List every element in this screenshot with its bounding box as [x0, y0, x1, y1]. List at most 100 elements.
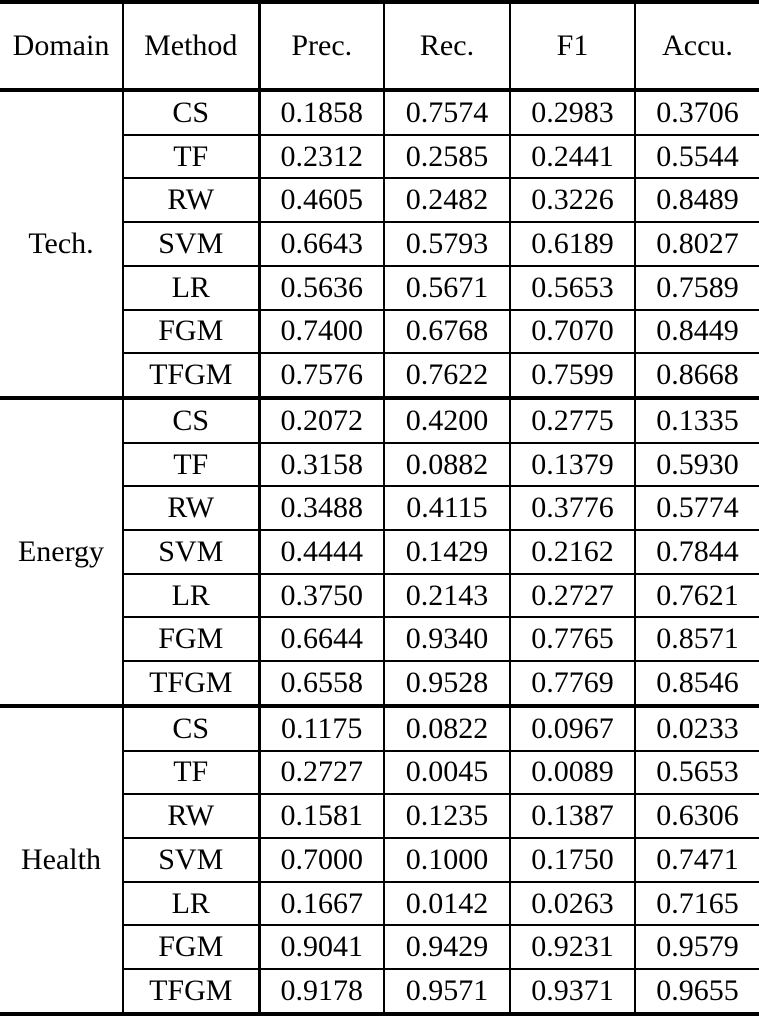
metric-value-cell: 0.2727: [509, 573, 635, 619]
method-cell: TFGM: [122, 969, 259, 1016]
metric-value-cell: 0.1750: [509, 838, 635, 883]
method-cell: FGM: [122, 309, 259, 355]
column-header-method: Method: [122, 0, 259, 92]
metric-value-cell: 0.2441: [509, 134, 635, 180]
metric-value-cell: 0.9655: [634, 969, 759, 1016]
table-row: SVM 0.7000 0.1000 0.1750 0.7471: [0, 838, 759, 883]
header-row: Domain Method Prec. Rec. F1 Accu.: [0, 0, 759, 92]
table-row: TF 0.2312 0.2585 0.2441 0.5544: [0, 134, 759, 180]
metric-value-cell: 0.1175: [257, 705, 384, 752]
metric-value-cell: 0.3776: [509, 486, 635, 532]
method-cell: TFGM: [122, 353, 259, 400]
metric-value-cell: 0.2775: [509, 397, 635, 444]
method-cell: RW: [122, 794, 259, 840]
table-row: TFGM 0.9178 0.9571 0.9371 0.9655: [0, 969, 759, 1016]
method-cell: TF: [122, 442, 259, 488]
metric-value-cell: 0.1581: [257, 794, 384, 840]
metric-value-cell: 0.0045: [383, 750, 510, 796]
column-header-domain: Domain: [0, 0, 123, 92]
metric-value-cell: 0.7000: [257, 838, 384, 883]
metric-value-cell: 0.6306: [634, 794, 759, 840]
metric-value-cell: 0.0233: [634, 705, 759, 752]
metric-value-cell: 0.2482: [383, 178, 510, 224]
metric-value-cell: 0.9231: [509, 925, 635, 971]
metric-value-cell: 0.6189: [509, 222, 635, 267]
metric-value-cell: 0.5671: [383, 265, 510, 311]
metric-value-cell: 0.0263: [509, 881, 635, 927]
metric-value-cell: 0.7622: [383, 353, 510, 400]
metric-value-cell: 0.1858: [257, 90, 384, 136]
table-row: TFGM 0.7576 0.7622 0.7599 0.8668: [0, 353, 759, 400]
table-row: TF 0.3158 0.0882 0.1379 0.5930: [0, 442, 759, 488]
metric-value-cell: 0.0089: [509, 750, 635, 796]
metric-value-cell: 0.1335: [634, 397, 759, 444]
table-row: LR 0.3750 0.2143 0.2727 0.7621: [0, 573, 759, 619]
method-cell: SVM: [122, 838, 259, 883]
metric-value-cell: 0.1667: [257, 881, 384, 927]
metric-value-cell: 0.7589: [634, 265, 759, 311]
table-body: Tech. CS 0.1858 0.7574 0.2983 0.3706 TF 0.2312 0…: [0, 90, 759, 1016]
metric-value-cell: 0.1379: [509, 442, 635, 488]
table-row: SVM 0.4444 0.1429 0.2162 0.7844: [0, 530, 759, 575]
metric-value-cell: 0.5653: [634, 750, 759, 796]
metric-value-cell: 0.2143: [383, 573, 510, 619]
metric-value-cell: 0.9178: [257, 969, 384, 1016]
metric-value-cell: 0.3226: [509, 178, 635, 224]
metric-value-cell: 0.7471: [634, 838, 759, 883]
table-row: FGM 0.7400 0.6768 0.7070 0.8449: [0, 309, 759, 355]
metric-value-cell: 0.4115: [383, 486, 510, 532]
metric-value-cell: 0.2162: [509, 530, 635, 575]
metric-value-cell: 0.9371: [509, 969, 635, 1016]
table-row: TF 0.2727 0.0045 0.0089 0.5653: [0, 750, 759, 796]
metric-value-cell: 0.6643: [257, 222, 384, 267]
method-cell: TFGM: [122, 661, 259, 708]
metric-value-cell: 0.7769: [509, 661, 635, 708]
metric-value-cell: 0.8546: [634, 661, 759, 708]
metric-value-cell: 0.0822: [383, 705, 510, 752]
method-cell: TF: [122, 750, 259, 796]
metric-value-cell: 0.5774: [634, 486, 759, 532]
table-row: FGM 0.9041 0.9429 0.9231 0.9579: [0, 925, 759, 971]
domain-cell: Energy: [0, 397, 123, 708]
metric-value-cell: 0.2585: [383, 134, 510, 180]
metric-value-cell: 0.7165: [634, 881, 759, 927]
metric-value-cell: 0.8489: [634, 178, 759, 224]
metric-value-cell: 0.5653: [509, 265, 635, 311]
metric-value-cell: 0.0142: [383, 881, 510, 927]
metric-value-cell: 0.5930: [634, 442, 759, 488]
metric-value-cell: 0.7070: [509, 309, 635, 355]
domain-cell: Health: [0, 705, 123, 1016]
metric-value-cell: 0.6768: [383, 309, 510, 355]
metric-value-cell: 0.9528: [383, 661, 510, 708]
metric-value-cell: 0.7574: [383, 90, 510, 136]
metric-value-cell: 0.9041: [257, 925, 384, 971]
metric-value-cell: 0.3706: [634, 90, 759, 136]
method-cell: RW: [122, 178, 259, 224]
metric-value-cell: 0.3750: [257, 573, 384, 619]
metric-value-cell: 0.3488: [257, 486, 384, 532]
metric-value-cell: 0.2312: [257, 134, 384, 180]
method-cell: TF: [122, 134, 259, 180]
table-row: RW 0.4605 0.2482 0.3226 0.8489: [0, 178, 759, 224]
metric-value-cell: 0.4605: [257, 178, 384, 224]
metric-value-cell: 0.2983: [509, 90, 635, 136]
table-row: RW 0.3488 0.4115 0.3776 0.5774: [0, 486, 759, 532]
method-cell: LR: [122, 265, 259, 311]
method-cell: SVM: [122, 222, 259, 267]
method-cell: SVM: [122, 530, 259, 575]
table-row: FGM 0.6644 0.9340 0.7765 0.8571: [0, 617, 759, 663]
method-cell: CS: [122, 705, 259, 752]
method-cell: CS: [122, 90, 259, 136]
method-cell: FGM: [122, 925, 259, 971]
method-cell: CS: [122, 397, 259, 444]
metric-value-cell: 0.9571: [383, 969, 510, 1016]
metric-value-cell: 0.9579: [634, 925, 759, 971]
table-row: RW 0.1581 0.1235 0.1387 0.6306: [0, 794, 759, 840]
table-row: LR 0.5636 0.5671 0.5653 0.7589: [0, 265, 759, 311]
metric-value-cell: 0.1000: [383, 838, 510, 883]
column-header-rec: Rec.: [383, 0, 510, 92]
metric-value-cell: 0.0967: [509, 705, 635, 752]
metric-value-cell: 0.4444: [257, 530, 384, 575]
